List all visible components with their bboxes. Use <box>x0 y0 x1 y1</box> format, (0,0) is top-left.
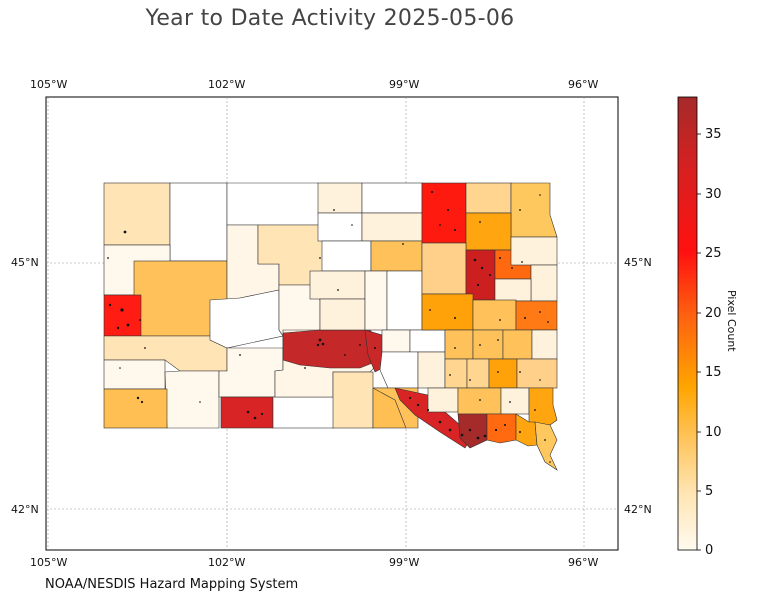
county-turner <box>457 387 502 415</box>
county-union <box>534 421 558 471</box>
colorbar-tick-20: 20 <box>705 306 722 321</box>
county-hand <box>364 270 388 331</box>
county-polygons <box>103 182 558 471</box>
colorbar <box>677 96 698 551</box>
county-faulk <box>370 240 423 272</box>
county-jackson <box>164 370 220 429</box>
lat-tick-left-45: 45°N <box>11 256 39 269</box>
county-tripp <box>332 371 374 429</box>
county-todd <box>272 396 335 429</box>
county-minnehaha-w <box>488 358 518 389</box>
county-beadle <box>421 293 474 331</box>
county-fall-river <box>103 388 168 429</box>
county-bon-homme <box>457 413 488 449</box>
lon-tick-bottom-105: 105°W <box>30 556 68 569</box>
county-corson <box>226 182 323 226</box>
colorbar-tick-0: 0 <box>705 543 714 558</box>
county-perkins <box>169 182 228 262</box>
lon-tick-bottom-96: 96°W <box>568 556 599 569</box>
county-miner <box>444 329 474 360</box>
county-jerauld <box>381 329 411 353</box>
colorbar-ticks <box>697 133 701 551</box>
county-grant <box>510 236 558 266</box>
county-kingsbury <box>472 299 517 331</box>
county-hamlin <box>494 278 532 302</box>
colorbar-tick-25: 25 <box>705 246 722 261</box>
lon-tick-top-96: 96°W <box>568 78 599 91</box>
colorbar-tick-5: 5 <box>705 484 714 499</box>
county-mccook <box>466 358 490 389</box>
lon-tick-bottom-99: 99°W <box>389 556 420 569</box>
data-source-credit: NOAA/NESDIS Hazard Mapping System <box>45 577 299 592</box>
county-spink <box>421 242 467 295</box>
lon-tick-top-99: 99°W <box>389 78 420 91</box>
county-roberts <box>510 182 558 238</box>
county-davison <box>417 351 446 389</box>
colorbar-tick-30: 30 <box>705 187 722 202</box>
colorbar-label: Pixel Count <box>725 290 738 352</box>
colorbar-tick-15: 15 <box>705 365 722 380</box>
county-lake <box>472 329 504 360</box>
county-campbell <box>317 182 363 214</box>
county-brown <box>421 182 467 244</box>
county-jones <box>218 347 284 398</box>
lon-tick-top-102: 102°W <box>208 78 246 91</box>
county-custer <box>103 359 166 390</box>
county-hutchinson <box>427 387 459 413</box>
county-yankton <box>486 413 517 444</box>
county-brookings <box>515 300 558 331</box>
county-deuel <box>530 264 558 302</box>
lat-tick-right-42: 42°N <box>624 503 652 516</box>
county-minnehaha <box>516 358 558 389</box>
county-mcpherson <box>361 182 423 214</box>
county-lincoln <box>500 387 530 415</box>
county-day <box>465 212 512 251</box>
county-spink-w <box>386 270 423 331</box>
county-marshall <box>465 182 512 214</box>
county-aurora <box>379 351 419 389</box>
county-moody <box>502 329 533 360</box>
county-sully <box>309 270 366 300</box>
county-harding <box>103 182 171 246</box>
lat-tick-left-42: 42°N <box>11 503 39 516</box>
lat-tick-right-45: 45°N <box>624 256 652 269</box>
colorbar-tick-35: 35 <box>705 127 722 142</box>
county-edmunds <box>361 212 423 242</box>
county-lawrence <box>103 294 142 337</box>
county-sanborn <box>409 329 446 353</box>
county-potter <box>321 240 372 272</box>
fire-detections <box>107 191 551 463</box>
lon-tick-top-105: 105°W <box>30 78 68 91</box>
map-title: Year to Date Activity 2025-05-06 <box>145 6 515 31</box>
county-lincoln-e <box>528 387 558 426</box>
county-hughes <box>319 298 366 331</box>
county-hanson <box>444 358 468 389</box>
lon-tick-bottom-102: 102°W <box>208 556 246 569</box>
colorbar-tick-10: 10 <box>705 425 722 440</box>
county-moody-e <box>531 329 558 360</box>
county-walworth <box>317 212 363 242</box>
